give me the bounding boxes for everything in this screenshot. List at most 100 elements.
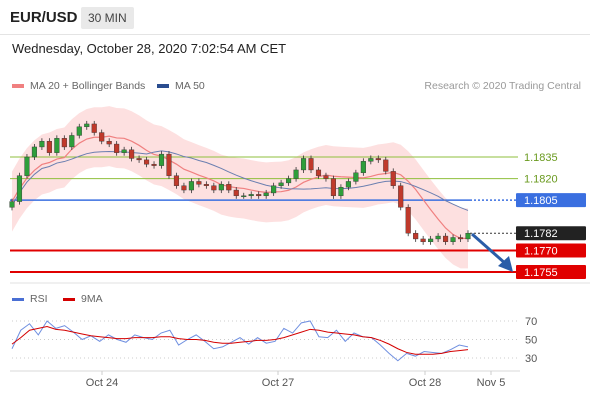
x-tick-label: Oct 27	[262, 377, 294, 389]
level-label: 1.1770	[524, 245, 558, 257]
ma9-swatch	[63, 297, 75, 301]
ma20-label: MA 20 + Bollinger Bands	[30, 80, 146, 92]
candle	[99, 132, 105, 142]
rsi-line	[11, 320, 469, 362]
level-label-bg	[516, 243, 586, 258]
legend-9ma: 9MA	[63, 293, 103, 305]
rsi-9ma-line	[11, 326, 469, 355]
candle	[338, 186, 344, 197]
candle	[293, 169, 299, 179]
candle	[435, 235, 441, 240]
candle	[420, 238, 426, 243]
candle	[129, 149, 135, 159]
ma9-label: 9MA	[81, 293, 103, 305]
rsi-swatch	[12, 297, 24, 301]
candle	[196, 181, 202, 185]
candle	[158, 153, 165, 166]
ma20-swatch	[12, 84, 24, 89]
candle	[24, 156, 30, 176]
candle	[54, 138, 60, 153]
candle	[413, 232, 419, 240]
candle	[278, 182, 284, 186]
candle	[465, 232, 471, 240]
level-label: 1.1835	[524, 152, 558, 164]
candle	[248, 194, 254, 197]
rsi-tick-label: 50	[525, 335, 537, 347]
candle	[233, 189, 239, 197]
candle	[323, 175, 329, 179]
symbol-title: EUR/USD	[10, 9, 78, 26]
x-tick-label: Nov 5	[477, 377, 506, 389]
timestamp: Wednesday, October 28, 2020 7:02:54 AM C…	[12, 41, 287, 56]
candle	[450, 237, 456, 243]
candle	[144, 159, 150, 165]
level-label: 1.1755	[524, 267, 558, 279]
level-label-bg	[516, 193, 586, 208]
credit-text: Research © 2020 Trading Central	[424, 80, 581, 92]
candle	[353, 172, 359, 182]
bollinger-band	[12, 106, 468, 269]
ma50-label: MA 50	[175, 80, 205, 92]
candle	[241, 195, 247, 198]
candle	[151, 163, 157, 166]
candle	[121, 149, 127, 153]
candle	[39, 140, 45, 148]
x-tick-label: Oct 24	[86, 377, 118, 389]
candle	[69, 135, 75, 148]
candle	[188, 181, 194, 191]
rsi-tick-label: 30	[525, 353, 537, 365]
candle	[300, 158, 307, 171]
level-label-bg	[516, 265, 586, 279]
legend-ma50: MA 50	[157, 80, 205, 92]
rsi-tick-label: 70	[525, 316, 537, 328]
candle	[9, 201, 15, 208]
candle	[345, 181, 351, 188]
candle	[308, 158, 314, 171]
forecast-arrow	[471, 232, 507, 266]
candle	[405, 207, 411, 234]
forecast-arrowhead	[498, 256, 513, 272]
legend-rsi: RSI	[12, 293, 48, 305]
candle	[61, 138, 67, 148]
candle	[428, 238, 434, 243]
candle	[46, 140, 52, 153]
level-label-bg	[516, 226, 586, 241]
x-tick-label: Oct 28	[409, 377, 441, 389]
candle	[330, 178, 336, 197]
chart-header: EUR/USD 30 MIN	[0, 0, 590, 35]
candle	[211, 185, 217, 191]
candle	[173, 175, 180, 186]
candle	[181, 185, 187, 191]
legend-ma20: MA 20 + Bollinger Bands	[12, 80, 145, 92]
candle	[76, 126, 82, 136]
ma50-swatch	[157, 84, 169, 89]
candle	[398, 185, 404, 208]
level-label: 1.1805	[524, 195, 558, 207]
candle	[84, 123, 90, 128]
candle	[91, 123, 97, 133]
candle	[390, 171, 396, 186]
candle	[375, 158, 381, 161]
candle	[203, 184, 209, 186]
candle	[16, 175, 23, 202]
candle	[286, 178, 292, 184]
candle	[368, 158, 374, 162]
candle	[166, 153, 172, 176]
candle	[106, 140, 112, 145]
candle	[271, 185, 277, 194]
level-label: 1.1820	[524, 174, 558, 186]
candle	[218, 184, 224, 191]
candle	[457, 237, 464, 240]
candle	[256, 194, 262, 197]
candle	[226, 184, 232, 191]
candle	[383, 159, 389, 172]
timeframe-button[interactable]: 30 MIN	[81, 7, 134, 29]
candle	[443, 235, 449, 243]
rsi-label: RSI	[30, 293, 48, 305]
candle	[263, 192, 269, 197]
level-label: 1.1782	[524, 228, 558, 240]
candle	[315, 169, 322, 176]
candle	[114, 143, 120, 153]
candle	[360, 161, 366, 174]
